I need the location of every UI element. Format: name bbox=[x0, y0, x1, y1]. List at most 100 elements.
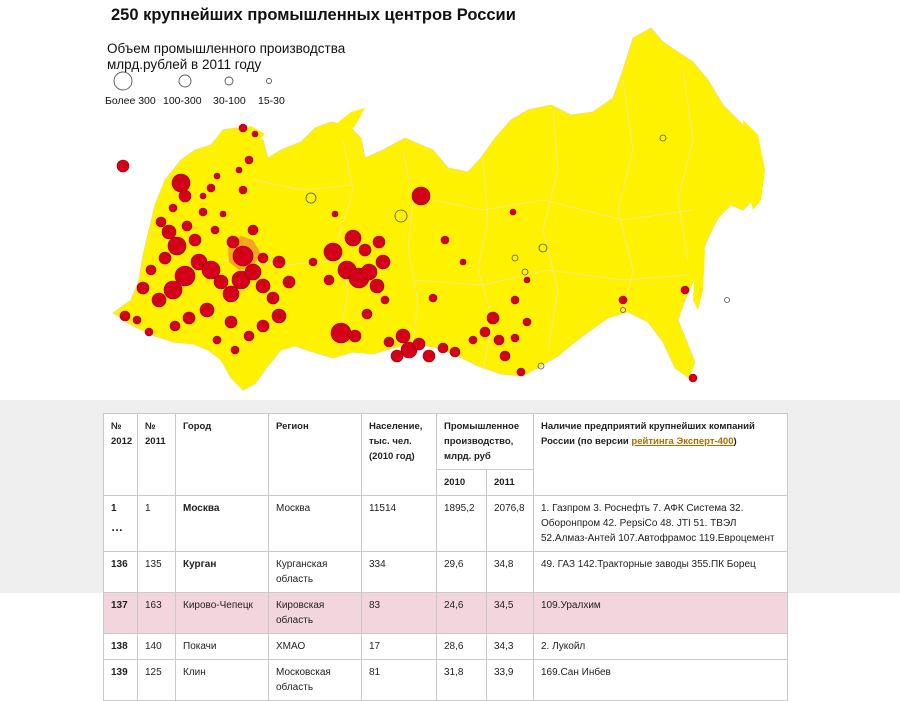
cell-n2012: 139 bbox=[103, 659, 138, 701]
industrial-center-marker bbox=[323, 242, 343, 262]
industrial-center-marker bbox=[188, 233, 202, 247]
cell-region: Курганская область bbox=[268, 551, 362, 593]
ranking-table: № 2012 № 2011 Город Регион Население, ты… bbox=[103, 413, 788, 701]
industrial-center-marker bbox=[144, 327, 154, 337]
industrial-center-marker bbox=[244, 263, 262, 281]
region-borders bbox=[222, 69, 694, 371]
industrial-center-marker bbox=[323, 274, 335, 286]
industrial-center-marker bbox=[331, 210, 339, 218]
industrial-center-marker bbox=[199, 302, 215, 318]
legend-label-30-100: 30-100 bbox=[213, 95, 246, 107]
cell-region: Кировская область bbox=[268, 592, 362, 634]
industrial-center-marker bbox=[213, 274, 229, 290]
industrial-center-marker bbox=[522, 317, 532, 327]
cell-n2011: 135 bbox=[137, 551, 176, 593]
ranking-table-wrap: № 2012 № 2011 Город Регион Население, ты… bbox=[103, 413, 788, 701]
industrial-center-marker bbox=[238, 185, 248, 195]
table-row: 139 125 Клин Московская область 81 31,8 … bbox=[103, 659, 788, 701]
kamchatka bbox=[743, 120, 765, 210]
industrial-center-marker bbox=[390, 349, 404, 363]
cell-n2012: 136 bbox=[103, 551, 138, 593]
map-panel: 250 крупнейших промышленных центров Росс… bbox=[103, 0, 787, 400]
header-region: Регион bbox=[268, 413, 362, 496]
cell-population: 81 bbox=[361, 659, 437, 701]
table-row: 138 140 Покачи ХМАО 17 28,6 34,3 2. Луко… bbox=[103, 633, 788, 660]
header-companies: Наличие предприятий крупнейших компаний … bbox=[533, 413, 788, 496]
cell-n2012-value: 1 bbox=[111, 503, 117, 514]
industrial-center-marker bbox=[232, 245, 254, 267]
industrial-center-marker bbox=[411, 186, 431, 206]
industrial-center-marker bbox=[369, 278, 385, 294]
industrial-center-marker bbox=[516, 367, 526, 377]
industrial-center-marker bbox=[380, 295, 390, 305]
cell-city: Курган bbox=[175, 551, 269, 593]
industrial-center-marker bbox=[182, 311, 196, 325]
industrial-center-marker bbox=[266, 291, 280, 305]
industrial-center-marker bbox=[244, 155, 254, 165]
russia-landmass bbox=[112, 27, 764, 391]
cell-n2012: 138 bbox=[103, 633, 138, 660]
industrial-center-marker bbox=[510, 295, 520, 305]
header-year-2011: 2011 bbox=[486, 469, 534, 496]
cell-companies: 2. Лукойл bbox=[533, 633, 788, 660]
legend-heading-line2: млрд.рублей в 2011 году bbox=[107, 57, 262, 72]
cell-population: 334 bbox=[361, 551, 437, 593]
cell-region: Москва bbox=[268, 495, 362, 552]
cell-companies: 49. ГАЗ 142.Тракторные заводы 355.ПК Бор… bbox=[533, 551, 788, 593]
legend-circles bbox=[113, 71, 272, 91]
center-hollow bbox=[305, 192, 317, 204]
industrial-center-marker bbox=[348, 329, 362, 343]
industrial-center-marker bbox=[219, 210, 227, 218]
industrial-center-marker bbox=[210, 225, 220, 235]
industrial-center-marker bbox=[330, 322, 352, 344]
industrial-center-marker bbox=[155, 216, 167, 228]
cell-p2011: 2076,8 bbox=[486, 495, 534, 552]
industrial-center-marker bbox=[688, 373, 698, 383]
industrial-center-marker bbox=[437, 342, 449, 354]
header-companies-prefix: Наличие предприятий крупнейших компаний … bbox=[541, 421, 755, 447]
legend-circle-small bbox=[224, 76, 234, 86]
industrial-center-marker bbox=[400, 341, 418, 359]
cell-p2010: 1895,2 bbox=[436, 495, 487, 552]
expert-400-link[interactable]: рейтинга Эксперт-400 bbox=[631, 436, 734, 447]
cell-population: 83 bbox=[361, 592, 437, 634]
industrial-center-marker bbox=[243, 330, 255, 342]
industrial-center-marker bbox=[499, 350, 511, 362]
russia-map bbox=[112, 27, 765, 391]
industrial-center-marker bbox=[255, 278, 271, 294]
industrial-center-marker bbox=[509, 208, 517, 216]
cell-p2010: 28,6 bbox=[436, 633, 487, 660]
cell-city: Клин bbox=[175, 659, 269, 701]
industrial-center-marker bbox=[136, 281, 150, 295]
industrial-center-marker bbox=[360, 263, 378, 281]
industrial-center-marker bbox=[618, 295, 628, 305]
sakhalin bbox=[693, 240, 705, 310]
center-hollow bbox=[511, 254, 519, 262]
cell-p2011: 34,3 bbox=[486, 633, 534, 660]
industrial-center-marker bbox=[169, 320, 181, 332]
industrial-center-marker bbox=[224, 315, 238, 329]
industrial-center-marker bbox=[440, 235, 450, 245]
cell-region: Московская область bbox=[268, 659, 362, 701]
industrial-center-marker bbox=[510, 333, 520, 343]
industrial-center-marker bbox=[116, 159, 130, 173]
industrial-center-marker bbox=[132, 315, 142, 325]
center-hollow bbox=[521, 268, 529, 276]
industrial-center-marker bbox=[257, 252, 269, 264]
cell-n2012: 1… bbox=[103, 495, 138, 552]
industrial-center-marker bbox=[174, 265, 196, 287]
industrial-center-marker bbox=[251, 130, 259, 138]
industrial-center-marker bbox=[230, 345, 240, 355]
industrial-center-marker bbox=[383, 336, 395, 348]
ellipsis: … bbox=[111, 520, 123, 534]
industrial-center-marker bbox=[222, 285, 240, 303]
cell-companies: 109.Уралхим bbox=[533, 592, 788, 634]
center-hollow bbox=[538, 243, 548, 253]
industrial-center-marker bbox=[171, 173, 191, 193]
cell-n2011: 140 bbox=[137, 633, 176, 660]
industrial-center-marker bbox=[199, 192, 207, 200]
industrial-center-marker bbox=[344, 229, 362, 247]
cell-population: 17 bbox=[361, 633, 437, 660]
cell-city: Кирово-Чепецк bbox=[175, 592, 269, 634]
table-row-highlighted: 137 163 Кирово-Чепецк Кировская область … bbox=[103, 592, 788, 634]
